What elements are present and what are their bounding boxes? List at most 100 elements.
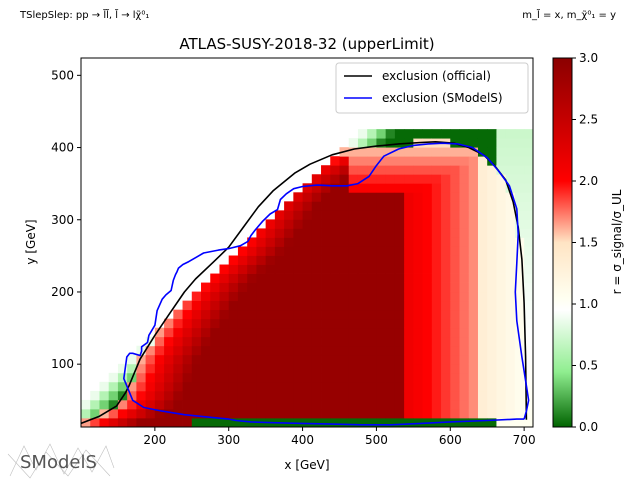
heatmap-cell xyxy=(348,417,359,427)
heatmap-cell xyxy=(284,291,294,302)
heatmap-cell xyxy=(321,210,331,220)
heatmap-cell xyxy=(256,237,267,247)
heatmap-cell xyxy=(441,255,451,265)
heatmap-cell xyxy=(237,327,248,338)
heatmap-cell xyxy=(302,201,313,211)
heatmap-cell xyxy=(496,264,507,274)
heatmap-cell xyxy=(210,327,220,338)
heatmap-cell xyxy=(459,318,470,329)
heatmap-cell xyxy=(450,183,460,193)
heatmap-cell xyxy=(450,147,460,157)
heatmap-cell xyxy=(524,165,533,175)
heatmap-cell xyxy=(441,219,451,229)
heatmap-cell xyxy=(265,390,276,401)
heatmap-cell xyxy=(413,309,423,320)
heatmap-cell xyxy=(394,282,405,293)
heatmap-cell xyxy=(164,363,174,374)
heatmap-cell xyxy=(302,381,313,392)
heatmap-cell xyxy=(321,255,331,265)
heatmap-cell xyxy=(477,417,488,427)
heatmap-cell xyxy=(293,390,303,401)
heatmap-cell xyxy=(487,417,497,427)
heatmap-cell xyxy=(496,219,507,229)
heatmap-cell xyxy=(348,273,359,283)
heatmap-cell xyxy=(348,264,359,274)
heatmap-cell xyxy=(256,399,267,410)
heatmap-cell xyxy=(477,381,488,392)
legend-label-smodels: exclusion (SModelS) xyxy=(382,91,503,105)
heatmap-cell xyxy=(468,147,479,157)
heatmap-cell xyxy=(247,246,257,256)
heatmap-cell xyxy=(330,174,340,184)
heatmap-cell xyxy=(413,282,423,293)
heatmap-cell xyxy=(459,228,470,238)
heatmap-cell xyxy=(441,183,451,193)
heatmap-cell xyxy=(422,147,433,157)
heatmap-cell xyxy=(145,408,156,419)
heatmap-cell xyxy=(357,138,368,148)
heatmap-cell xyxy=(496,408,507,419)
heatmap-cell xyxy=(330,291,340,302)
heatmap-cell xyxy=(468,372,479,383)
heatmap-cell xyxy=(413,219,423,229)
heatmap-cell xyxy=(339,291,350,302)
heatmap-cell xyxy=(154,354,165,365)
heatmap-cell xyxy=(256,291,267,302)
heatmap-cell xyxy=(431,399,442,410)
heatmap-cell xyxy=(505,417,516,427)
heatmap-cell xyxy=(265,327,276,338)
heatmap-cell xyxy=(376,336,387,347)
heatmap-cell xyxy=(441,408,451,419)
heatmap-cell xyxy=(496,174,507,184)
heatmap-cell xyxy=(496,282,507,293)
heatmap-cell xyxy=(385,372,396,383)
legend-box xyxy=(335,62,529,114)
heatmap-cell xyxy=(302,183,313,193)
heatmap-cell xyxy=(367,345,377,356)
heatmap-cell xyxy=(302,228,313,238)
heatmap-cell xyxy=(385,246,396,256)
heatmap-cell xyxy=(459,408,470,419)
heatmap-cell xyxy=(450,273,460,283)
heatmap-cell xyxy=(404,147,414,157)
heatmap-cell xyxy=(293,327,303,338)
heatmap-cell xyxy=(376,219,387,229)
heatmap-cell xyxy=(357,327,368,338)
heatmap-cell xyxy=(431,336,442,347)
heatmap-cell xyxy=(422,210,433,220)
heatmap-cell xyxy=(524,300,533,311)
heatmap-cell xyxy=(136,372,147,383)
heatmap-cell xyxy=(367,282,377,293)
heatmap-cell xyxy=(487,327,497,338)
heatmap-cell xyxy=(201,417,211,427)
heatmap-cell xyxy=(339,345,350,356)
heatmap-cell xyxy=(256,318,267,329)
heatmap-cell xyxy=(311,282,322,293)
x-tick-label: 600 xyxy=(439,433,462,447)
heatmap-cell xyxy=(394,390,405,401)
colorbar-gradient xyxy=(552,57,573,428)
heatmap-cell xyxy=(237,255,248,265)
heatmap-cell xyxy=(256,228,267,238)
heatmap-cell xyxy=(173,417,183,427)
heatmap-cell xyxy=(237,318,248,329)
heatmap-cell xyxy=(385,264,396,274)
heatmap-cell xyxy=(321,318,331,329)
heatmap-cell xyxy=(302,363,313,374)
heatmap-cell xyxy=(413,192,423,202)
heatmap-cell xyxy=(293,354,303,365)
heatmap-cell xyxy=(413,318,423,329)
heatmap-cell xyxy=(210,345,220,356)
heatmap-cell xyxy=(413,381,423,392)
heatmap-cell xyxy=(293,300,303,311)
heatmap-cell xyxy=(228,318,239,329)
heatmap-cell xyxy=(459,192,470,202)
heatmap-cell xyxy=(496,381,507,392)
heatmap-cell xyxy=(154,390,165,401)
colorbar-tick-label: 0.0 xyxy=(579,420,598,434)
heatmap-cell xyxy=(265,291,276,302)
heatmap-cell xyxy=(413,327,423,338)
heatmap-cell xyxy=(468,354,479,365)
heatmap-cell xyxy=(256,408,267,419)
heatmap-cell xyxy=(431,219,442,229)
